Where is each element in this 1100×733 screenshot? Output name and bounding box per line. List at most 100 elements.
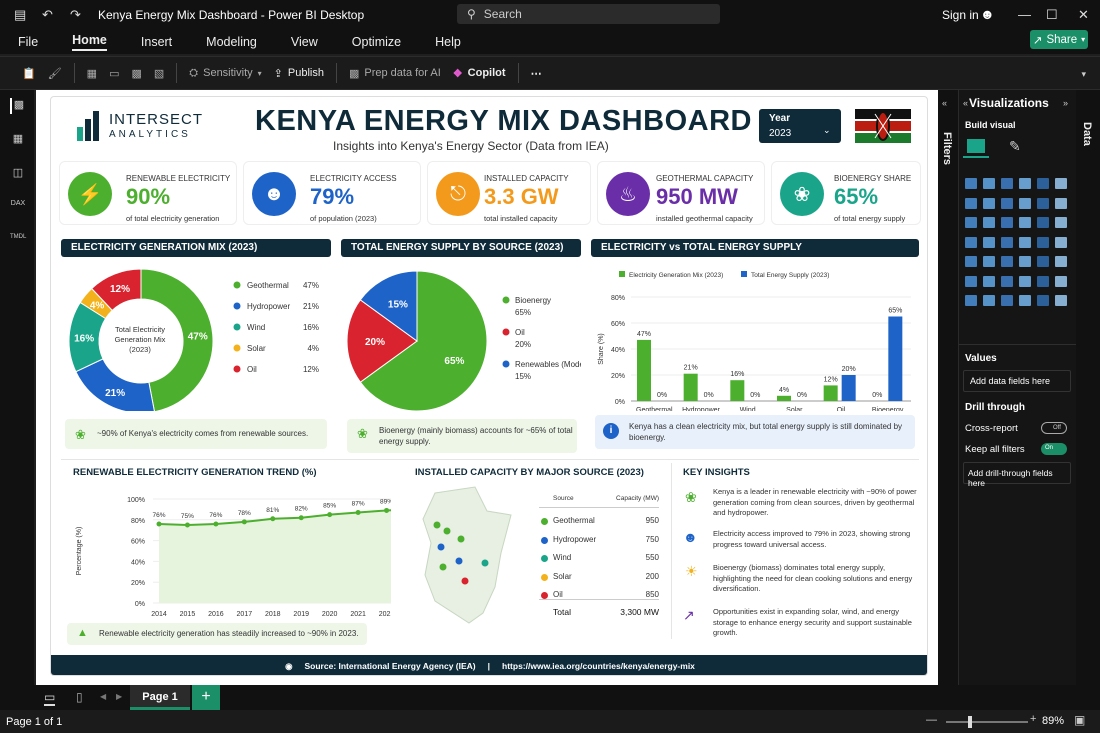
expand-left-icon[interactable]: « [942, 98, 948, 108]
visual-type-icon[interactable] [1055, 275, 1067, 287]
build-visual-tab[interactable] [963, 136, 989, 158]
desktop-layout-icon[interactable]: ▭ [44, 690, 56, 706]
visual-type-icon[interactable] [1019, 295, 1031, 306]
visual-type-icon[interactable] [1055, 256, 1067, 267]
keep-filters-toggle[interactable]: On [1041, 443, 1067, 455]
visual-type-icon[interactable] [983, 256, 995, 267]
visual-type-icon[interactable] [1001, 295, 1013, 306]
sign-in-link[interactable]: Sign in [942, 8, 979, 22]
visual-type-icon[interactable] [1001, 236, 1013, 248]
year-slicer[interactable]: Year 2023 ⌄ [759, 109, 841, 143]
zoom-slider-thumb[interactable] [968, 716, 972, 728]
page-tab-1[interactable]: Page 1 [130, 685, 190, 710]
visual-type-icon[interactable] [965, 295, 977, 306]
visual-type-icon[interactable] [1055, 197, 1067, 209]
menu-insert[interactable]: Insert [140, 35, 173, 49]
visual-type-icon[interactable] [1019, 275, 1031, 287]
visual-type-icon[interactable] [965, 217, 977, 228]
visual-type-icon[interactable] [983, 236, 995, 248]
zoom-in-icon[interactable]: + [1030, 713, 1037, 725]
redo-icon[interactable]: ↷ [70, 7, 81, 22]
minimize-icon[interactable]: — [1018, 7, 1031, 22]
paste-icon[interactable]: 📋 [22, 67, 36, 80]
menu-optimize[interactable]: Optimize [351, 35, 402, 49]
transform-icon[interactable]: ▭ [109, 67, 120, 80]
search-box[interactable]: ⚲ Search [457, 4, 720, 24]
drill-through-fields-well[interactable]: Add drill-through fields here [963, 462, 1071, 488]
format-visual-tab[interactable]: ✎ [1009, 138, 1021, 154]
menu-modeling[interactable]: Modeling [206, 35, 257, 49]
footer-url[interactable]: https://www.iea.org/countries/kenya/ener… [502, 661, 695, 671]
visual-type-icon[interactable] [983, 217, 995, 228]
renewable-trend-line-chart[interactable]: 0% 20% 40% 60% 80% 100% Percentage (%) 76% 2014 7… [61, 481, 391, 617]
add-page-button[interactable]: + [192, 685, 220, 710]
visual-type-icon[interactable] [1037, 197, 1049, 209]
visual-type-icon[interactable] [1037, 256, 1049, 267]
visual-type-icon[interactable] [983, 197, 995, 209]
filters-tab[interactable]: Filters [941, 132, 953, 166]
maximize-icon[interactable]: ☐ [1046, 7, 1058, 22]
electricity-vs-supply-bar-chart[interactable]: Electricity Generation Mix (2023) Total E… [591, 261, 921, 411]
energy-supply-pie-chart[interactable]: 65% 20% 15% Bioenergy 65% Oil 20% Renewables (M… [341, 261, 581, 411]
next-page-icon[interactable]: ▶ [116, 692, 123, 701]
undo-icon[interactable]: ↶ [42, 7, 53, 22]
visual-type-icon[interactable] [1019, 217, 1031, 228]
menu-help[interactable]: Help [435, 35, 461, 49]
share-button[interactable]: ↗ Share ▾ [1030, 30, 1088, 49]
visual-type-icon[interactable] [1055, 178, 1067, 189]
visual-type-icon[interactable] [1055, 295, 1067, 306]
visual-type-icon[interactable] [983, 178, 995, 189]
fit-to-page-icon[interactable]: ▣ [1074, 713, 1086, 727]
menu-home[interactable]: Home [72, 33, 107, 51]
visual-type-icon[interactable] [1001, 197, 1013, 209]
collapse-ribbon-icon[interactable]: ▾ [1081, 69, 1086, 79]
visual-type-icon[interactable] [1037, 236, 1049, 248]
format-painter-icon[interactable]: 🖌 [47, 67, 62, 80]
kpi-card-renewable[interactable]: ⚡ RENEWABLE ELECTRICITY 90% of total ele… [59, 161, 237, 225]
visual-type-icon[interactable] [1001, 275, 1013, 287]
kpi-card-geothermal[interactable]: ♨ GEOTHERMAL CAPACITY 950 MW installed g… [597, 161, 765, 225]
visual-type-icon[interactable] [1037, 178, 1049, 189]
model-view-icon[interactable]: ◫ [12, 167, 24, 179]
visual-type-icon[interactable] [965, 178, 977, 189]
new-visual-icon[interactable]: ▩ [131, 67, 142, 80]
data-tab[interactable]: Data [1081, 122, 1093, 146]
table-view-icon[interactable]: ▦ [12, 133, 24, 145]
account-icon[interactable]: ☻ [980, 6, 995, 22]
visual-type-icon[interactable] [965, 236, 977, 248]
visual-type-icon[interactable] [965, 197, 977, 209]
dax-query-icon[interactable]: DAX [10, 200, 26, 207]
copilot-button[interactable]: ❖ Copilot [453, 67, 506, 80]
tmdl-view-icon[interactable]: TMDL [10, 234, 27, 240]
visual-type-icon[interactable] [1037, 217, 1049, 228]
visual-type-icon[interactable] [1001, 256, 1013, 267]
visual-type-icon[interactable] [1055, 217, 1067, 228]
report-canvas[interactable]: INTERSECT ANALYTICS KENYA ENERGY MIX DAS… [36, 90, 940, 685]
data-pane-collapsed[interactable]: Data [1076, 90, 1100, 685]
add-data-fields-well[interactable]: Add data fields here [963, 370, 1071, 392]
kpi-card-bioenergy[interactable]: ❀ BIOENERGY SHARE 65% of total energy su… [771, 161, 921, 225]
mobile-layout-icon[interactable]: ▯ [76, 690, 83, 704]
publish-button[interactable]: ⇪ Publish [274, 67, 324, 80]
visual-type-icon[interactable] [1019, 197, 1031, 209]
visual-type-icon[interactable] [1019, 178, 1031, 189]
kpi-card-capacity[interactable]: ⎋ INSTALLED CAPACITY 3.3 GW total instal… [427, 161, 591, 225]
menu-file[interactable]: File [18, 35, 39, 49]
more-options-icon[interactable]: ⋯ [530, 67, 542, 80]
visual-type-icon[interactable] [1001, 178, 1013, 189]
menu-view[interactable]: View [290, 35, 318, 49]
prev-page-icon[interactable]: ◀ [100, 692, 107, 701]
expand-right-icon[interactable]: » [1063, 98, 1069, 108]
visual-type-icon[interactable] [1037, 275, 1049, 287]
filters-pane-collapsed[interactable]: « Filters [938, 90, 958, 685]
visual-type-icon[interactable] [1055, 236, 1067, 248]
kpi-card-access[interactable]: ☻ ELECTRICITY ACCESS 79% of population (… [243, 161, 421, 225]
calculator-icon[interactable]: ▧ [153, 67, 165, 80]
zoom-out-icon[interactable]: — [926, 714, 937, 726]
cross-report-toggle[interactable]: Off [1041, 422, 1067, 434]
visual-type-icon[interactable] [965, 275, 977, 287]
prep-data-button[interactable]: ▩ Prep data for AI [349, 67, 441, 80]
sensitivity-button[interactable]: ⛭ Sensitivity ▾ [189, 67, 261, 80]
get-data-icon[interactable]: ▦ [86, 67, 98, 80]
zoom-slider[interactable] [946, 716, 1028, 728]
